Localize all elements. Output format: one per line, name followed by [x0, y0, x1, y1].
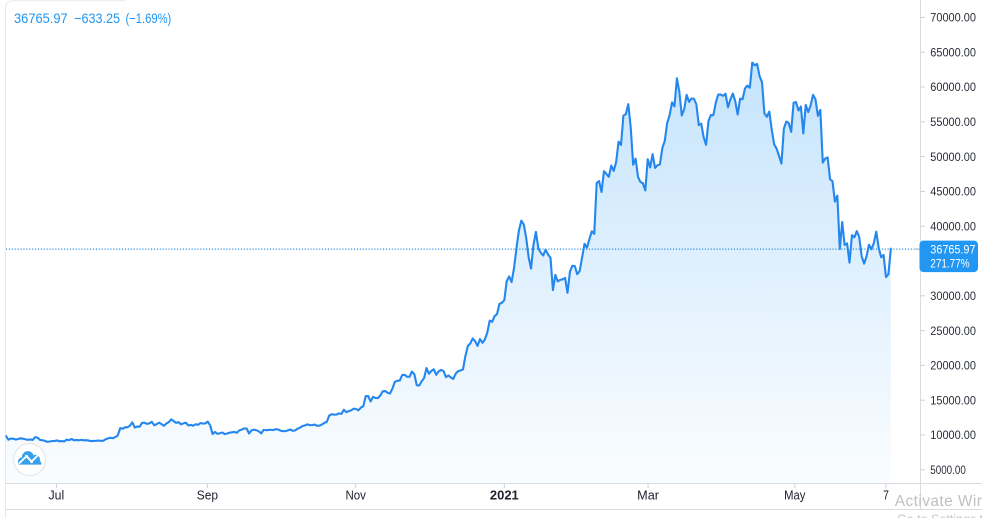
svg-text:Go to Settings to activate Win: Go to Settings to activate Windows.	[897, 513, 982, 518]
svg-text:20000.00: 20000.00	[930, 361, 976, 373]
svg-text:65000.00: 65000.00	[930, 47, 976, 59]
svg-text:15000.00: 15000.00	[930, 395, 976, 407]
svg-text:10000.00: 10000.00	[930, 430, 976, 442]
svg-text:−633.25: −633.25	[74, 10, 120, 26]
svg-text:55000.00: 55000.00	[930, 117, 976, 129]
svg-text:May: May	[784, 489, 806, 503]
svg-text:Jul: Jul	[49, 489, 65, 503]
svg-text:Activate Windows: Activate Windows	[895, 493, 982, 510]
svg-text:Mar: Mar	[637, 489, 659, 503]
svg-text:7: 7	[883, 489, 889, 503]
svg-text:70000.00: 70000.00	[930, 13, 976, 25]
svg-text:Sep: Sep	[197, 489, 218, 503]
svg-text:271.77%: 271.77%	[930, 257, 970, 271]
svg-text:50000.00: 50000.00	[930, 152, 976, 164]
svg-text:25000.00: 25000.00	[930, 326, 976, 338]
svg-text:5000.00: 5000.00	[930, 465, 966, 477]
svg-text:2021: 2021	[490, 489, 519, 503]
svg-text:(−1.69%): (−1.69%)	[126, 10, 172, 26]
svg-text:Nov: Nov	[346, 489, 367, 503]
svg-text:36765.97: 36765.97	[14, 10, 68, 26]
svg-text:30000.00: 30000.00	[930, 291, 976, 303]
svg-text:60000.00: 60000.00	[930, 82, 976, 94]
svg-text:45000.00: 45000.00	[930, 187, 976, 199]
svg-text:40000.00: 40000.00	[930, 221, 976, 233]
svg-text:36765.97: 36765.97	[930, 243, 975, 257]
